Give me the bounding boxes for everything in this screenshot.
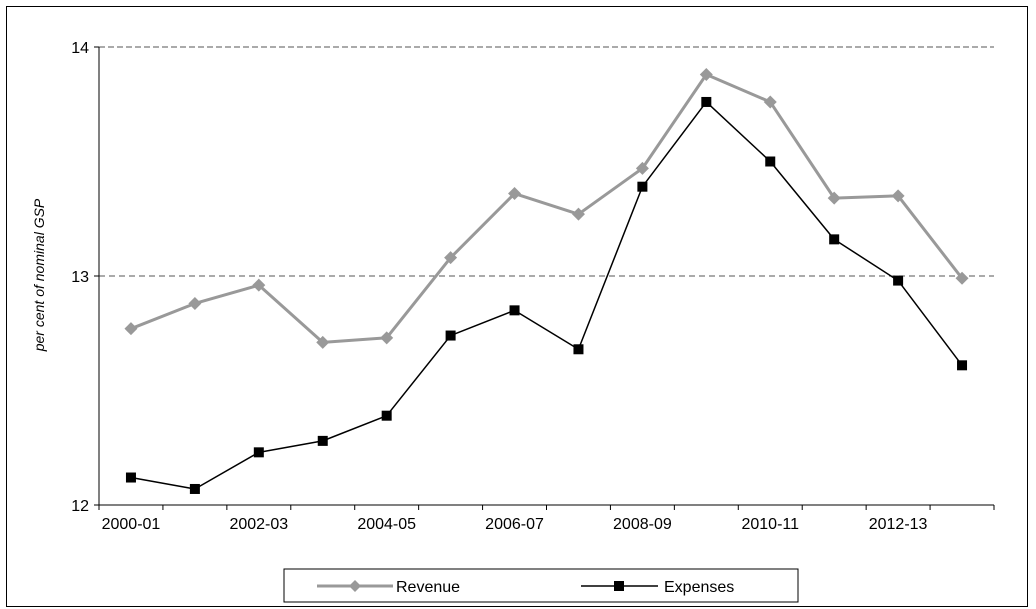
x-tick-label-6: 2012-13 bbox=[869, 516, 928, 533]
point-expenses-2 bbox=[253, 447, 264, 458]
point-revenue-5 bbox=[444, 251, 458, 265]
legend-label-revenue: Revenue bbox=[396, 579, 460, 596]
point-revenue-9 bbox=[699, 67, 713, 81]
x-tick-label-1: 2002-03 bbox=[229, 516, 288, 533]
point-revenue-11 bbox=[827, 191, 841, 205]
legend-marker-expenses bbox=[614, 581, 624, 591]
legend: Revenue Expenses bbox=[283, 568, 799, 603]
point-expenses-13 bbox=[957, 360, 968, 371]
y-tick-label-2: 14 bbox=[71, 40, 89, 57]
point-revenue-10 bbox=[763, 95, 777, 109]
point-expenses-10 bbox=[765, 156, 776, 167]
point-expenses-7 bbox=[573, 344, 584, 355]
y-tick-label-1: 13 bbox=[71, 269, 89, 286]
x-tick-label-0: 2000-01 bbox=[102, 516, 161, 533]
chart-frame bbox=[6, 6, 1028, 607]
point-expenses-9 bbox=[701, 96, 712, 107]
x-tick-label-3: 2006-07 bbox=[485, 516, 544, 533]
point-revenue-2 bbox=[252, 278, 266, 292]
series-line-expenses bbox=[130, 101, 963, 490]
x-tick-label-2: 2004-05 bbox=[357, 516, 416, 533]
point-expenses-4 bbox=[381, 410, 392, 421]
series-line-revenue bbox=[130, 72, 964, 344]
legend-marker-revenue bbox=[349, 580, 361, 592]
series bbox=[124, 67, 969, 494]
point-revenue-12 bbox=[891, 189, 905, 203]
point-revenue-1 bbox=[188, 296, 202, 310]
x-tick-label-4: 2008-09 bbox=[613, 516, 672, 533]
point-expenses-8 bbox=[637, 181, 648, 192]
point-expenses-11 bbox=[829, 234, 840, 245]
point-revenue-8 bbox=[635, 161, 649, 175]
point-expenses-5 bbox=[445, 330, 456, 341]
y-tick-label-0: 12 bbox=[71, 498, 89, 515]
gridlines bbox=[99, 46, 994, 277]
point-expenses-12 bbox=[893, 275, 904, 286]
point-revenue-3 bbox=[316, 335, 330, 349]
point-expenses-1 bbox=[189, 483, 200, 494]
legend-label-expenses: Expenses bbox=[664, 579, 734, 596]
x-tick-label-5: 2010-11 bbox=[741, 516, 799, 533]
axes: 12 13 14 2000-01 2002-03 2004-05 2006-07 2008-0… bbox=[71, 40, 995, 533]
point-expenses-3 bbox=[317, 435, 328, 446]
point-revenue-4 bbox=[380, 331, 394, 345]
point-revenue-7 bbox=[571, 207, 585, 221]
point-revenue-13 bbox=[955, 271, 969, 285]
point-expenses-0 bbox=[125, 472, 136, 483]
y-axis-label: per cent of nominal GSP bbox=[31, 198, 47, 352]
point-expenses-6 bbox=[509, 305, 520, 316]
point-revenue-6 bbox=[508, 187, 522, 201]
point-revenue-0 bbox=[124, 322, 138, 336]
